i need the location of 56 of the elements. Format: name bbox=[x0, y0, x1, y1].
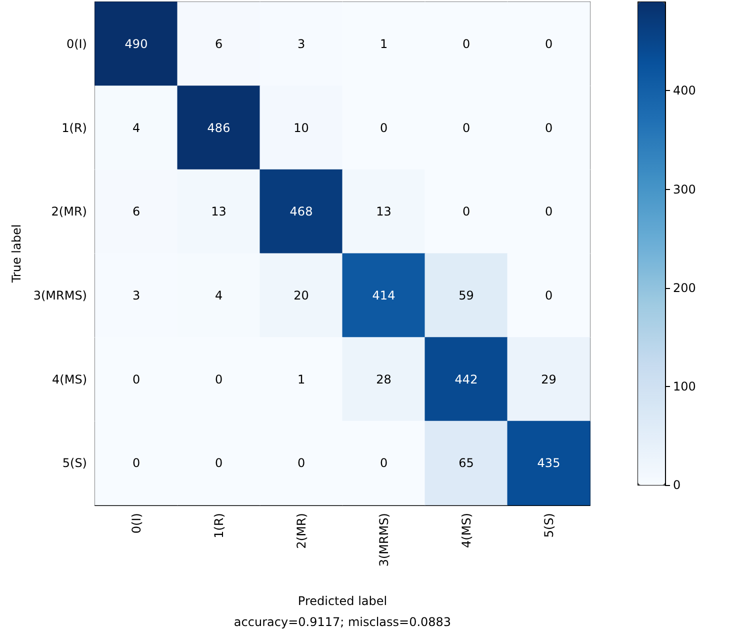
data-label: 0 bbox=[544, 120, 553, 135]
data-label: 28 bbox=[376, 372, 392, 386]
data-label: 4 bbox=[132, 120, 140, 135]
data-label: 486 bbox=[207, 120, 230, 135]
data-label: 3 bbox=[132, 288, 140, 302]
data-label: 6 bbox=[132, 204, 140, 219]
y-tick-label: 0(I) bbox=[66, 36, 87, 51]
data-label: 59 bbox=[458, 288, 474, 302]
data-label: 0 bbox=[544, 204, 553, 219]
data-label: 468 bbox=[290, 204, 313, 219]
x-tick-label: 1(R) bbox=[212, 513, 226, 538]
y-tick-label: 5(S) bbox=[62, 456, 87, 470]
data-label: 0 bbox=[380, 120, 388, 135]
data-label: 29 bbox=[541, 372, 556, 386]
data-label: 0 bbox=[462, 36, 470, 51]
data-label: 0 bbox=[380, 456, 388, 470]
y-axis-title: True label bbox=[9, 224, 24, 284]
data-label: 6 bbox=[214, 36, 223, 51]
color-bar-label: 400 bbox=[673, 84, 696, 98]
data-label: 414 bbox=[372, 288, 396, 302]
data-label: 65 bbox=[458, 456, 474, 470]
data-label: 20 bbox=[294, 288, 309, 302]
data-label: 0 bbox=[462, 120, 470, 135]
data-label: 435 bbox=[537, 456, 560, 470]
x-axis-title: Predicted label bbox=[298, 594, 388, 608]
color-bar-label: 200 bbox=[673, 280, 696, 295]
data-label: 3 bbox=[297, 36, 306, 51]
data-label: 442 bbox=[454, 372, 478, 386]
y-tick-label: 3(MRMS) bbox=[33, 288, 87, 302]
data-label: 10 bbox=[294, 120, 309, 135]
data-label: 0 bbox=[214, 372, 223, 386]
x-tick-label: 3(MRMS) bbox=[376, 513, 391, 567]
data-label: 0 bbox=[214, 456, 223, 470]
y-tick-label: 4(MS) bbox=[52, 372, 87, 386]
y-tick-label: 2(MR) bbox=[51, 204, 87, 219]
data-label: 0 bbox=[544, 36, 553, 51]
data-label: 0 bbox=[462, 204, 470, 219]
x-tick-label: 4(MS) bbox=[459, 513, 474, 548]
data-label: 13 bbox=[376, 204, 392, 219]
data-label: 490 bbox=[124, 36, 148, 51]
x-tick-label: 2(MR) bbox=[294, 513, 308, 549]
data-label: 0 bbox=[297, 456, 306, 470]
color-bar-label: 100 bbox=[673, 379, 696, 394]
data-label: 1 bbox=[380, 36, 388, 51]
data-label: 1 bbox=[297, 372, 306, 386]
data-label: 0 bbox=[132, 456, 140, 470]
color-bar-label: 300 bbox=[673, 182, 696, 196]
color-bar-label: 0 bbox=[673, 478, 681, 492]
data-label: 13 bbox=[211, 204, 226, 219]
x-tick-label: 0(I) bbox=[129, 513, 144, 534]
text: accuracy=0.9117; misclass=0.0883 bbox=[234, 615, 452, 629]
data-label: 0 bbox=[544, 288, 553, 302]
data-label: 4 bbox=[214, 288, 223, 302]
data-label: 0 bbox=[132, 372, 140, 386]
x-tick-label: 5(S) bbox=[542, 513, 556, 538]
y-tick-label: 1(R) bbox=[62, 120, 87, 135]
